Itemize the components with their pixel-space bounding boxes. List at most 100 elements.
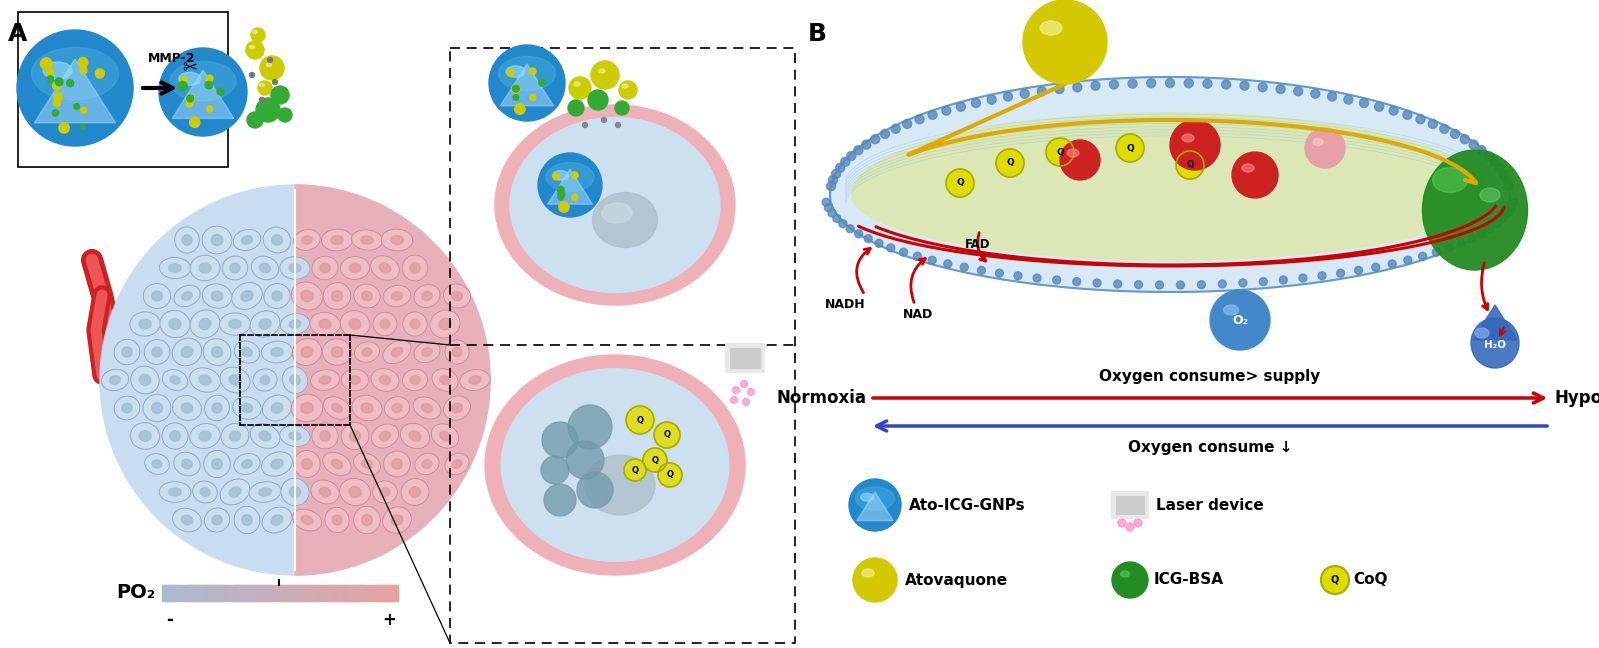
Circle shape bbox=[841, 157, 849, 167]
Bar bbox=[369, 585, 373, 601]
Bar bbox=[211, 585, 214, 601]
Bar bbox=[195, 585, 198, 601]
Ellipse shape bbox=[400, 423, 430, 448]
Bar bbox=[393, 585, 397, 601]
Bar bbox=[297, 585, 301, 601]
Ellipse shape bbox=[552, 170, 568, 180]
Ellipse shape bbox=[1481, 188, 1500, 202]
Ellipse shape bbox=[392, 347, 403, 356]
Ellipse shape bbox=[862, 569, 875, 577]
Ellipse shape bbox=[181, 347, 193, 358]
Bar bbox=[349, 585, 350, 601]
Text: Q: Q bbox=[664, 430, 670, 439]
Bar bbox=[341, 585, 342, 601]
Ellipse shape bbox=[1182, 134, 1194, 142]
Circle shape bbox=[1111, 562, 1148, 598]
Circle shape bbox=[863, 235, 871, 242]
Circle shape bbox=[267, 58, 272, 62]
Ellipse shape bbox=[341, 310, 369, 338]
Bar bbox=[238, 585, 241, 601]
Ellipse shape bbox=[264, 227, 291, 253]
Circle shape bbox=[1073, 277, 1081, 286]
Bar bbox=[273, 585, 277, 601]
Ellipse shape bbox=[294, 450, 320, 478]
Ellipse shape bbox=[349, 263, 361, 273]
Ellipse shape bbox=[289, 320, 301, 328]
Bar bbox=[336, 585, 339, 601]
Circle shape bbox=[1500, 169, 1508, 178]
Ellipse shape bbox=[131, 366, 160, 394]
Circle shape bbox=[569, 77, 592, 99]
Ellipse shape bbox=[301, 290, 313, 301]
Circle shape bbox=[1004, 92, 1012, 101]
Bar bbox=[201, 585, 205, 601]
Ellipse shape bbox=[350, 430, 360, 441]
Ellipse shape bbox=[289, 375, 301, 386]
Circle shape bbox=[1418, 252, 1426, 260]
Ellipse shape bbox=[144, 454, 169, 474]
Ellipse shape bbox=[361, 236, 373, 244]
Ellipse shape bbox=[262, 395, 291, 421]
Ellipse shape bbox=[414, 284, 440, 307]
Bar bbox=[182, 585, 184, 601]
Circle shape bbox=[915, 115, 924, 124]
Bar bbox=[197, 585, 200, 601]
Bar bbox=[291, 585, 294, 601]
Ellipse shape bbox=[259, 488, 272, 496]
Circle shape bbox=[1337, 269, 1345, 277]
Ellipse shape bbox=[241, 236, 253, 244]
Ellipse shape bbox=[280, 314, 310, 334]
Circle shape bbox=[1402, 110, 1412, 119]
Bar bbox=[389, 585, 392, 601]
Ellipse shape bbox=[272, 403, 283, 413]
Ellipse shape bbox=[259, 263, 270, 273]
Ellipse shape bbox=[320, 263, 331, 273]
Circle shape bbox=[740, 380, 747, 388]
Bar bbox=[177, 585, 181, 601]
Text: CoQ: CoQ bbox=[1353, 572, 1388, 588]
Ellipse shape bbox=[233, 454, 261, 474]
Circle shape bbox=[732, 386, 739, 393]
Ellipse shape bbox=[440, 431, 451, 441]
Circle shape bbox=[887, 244, 895, 252]
Circle shape bbox=[1321, 566, 1350, 594]
Circle shape bbox=[217, 88, 224, 95]
Circle shape bbox=[1359, 98, 1369, 108]
Circle shape bbox=[566, 441, 604, 479]
Circle shape bbox=[624, 459, 646, 481]
Ellipse shape bbox=[280, 426, 310, 446]
Ellipse shape bbox=[302, 236, 312, 244]
Ellipse shape bbox=[169, 61, 237, 101]
Ellipse shape bbox=[352, 395, 382, 421]
Bar bbox=[1116, 496, 1143, 514]
Ellipse shape bbox=[144, 283, 171, 308]
Circle shape bbox=[1094, 279, 1102, 287]
Circle shape bbox=[943, 260, 951, 268]
Ellipse shape bbox=[163, 369, 187, 391]
Text: Q: Q bbox=[956, 178, 964, 187]
Circle shape bbox=[187, 95, 193, 102]
Ellipse shape bbox=[173, 395, 201, 421]
Bar bbox=[358, 585, 361, 601]
Bar bbox=[248, 585, 251, 601]
Circle shape bbox=[996, 269, 1004, 277]
Bar bbox=[262, 585, 264, 601]
Circle shape bbox=[1477, 146, 1485, 155]
Circle shape bbox=[1126, 523, 1134, 531]
Ellipse shape bbox=[381, 319, 390, 329]
Circle shape bbox=[927, 256, 935, 264]
Ellipse shape bbox=[1313, 139, 1322, 146]
Ellipse shape bbox=[211, 347, 222, 357]
Circle shape bbox=[1258, 83, 1266, 92]
Circle shape bbox=[529, 95, 536, 100]
Circle shape bbox=[571, 172, 579, 179]
Ellipse shape bbox=[181, 403, 193, 413]
Bar bbox=[165, 585, 166, 601]
Ellipse shape bbox=[392, 515, 403, 526]
Bar bbox=[254, 585, 257, 601]
Ellipse shape bbox=[440, 375, 451, 384]
Circle shape bbox=[1311, 89, 1319, 98]
Circle shape bbox=[1202, 79, 1212, 88]
Bar bbox=[230, 585, 233, 601]
Circle shape bbox=[1503, 176, 1511, 185]
